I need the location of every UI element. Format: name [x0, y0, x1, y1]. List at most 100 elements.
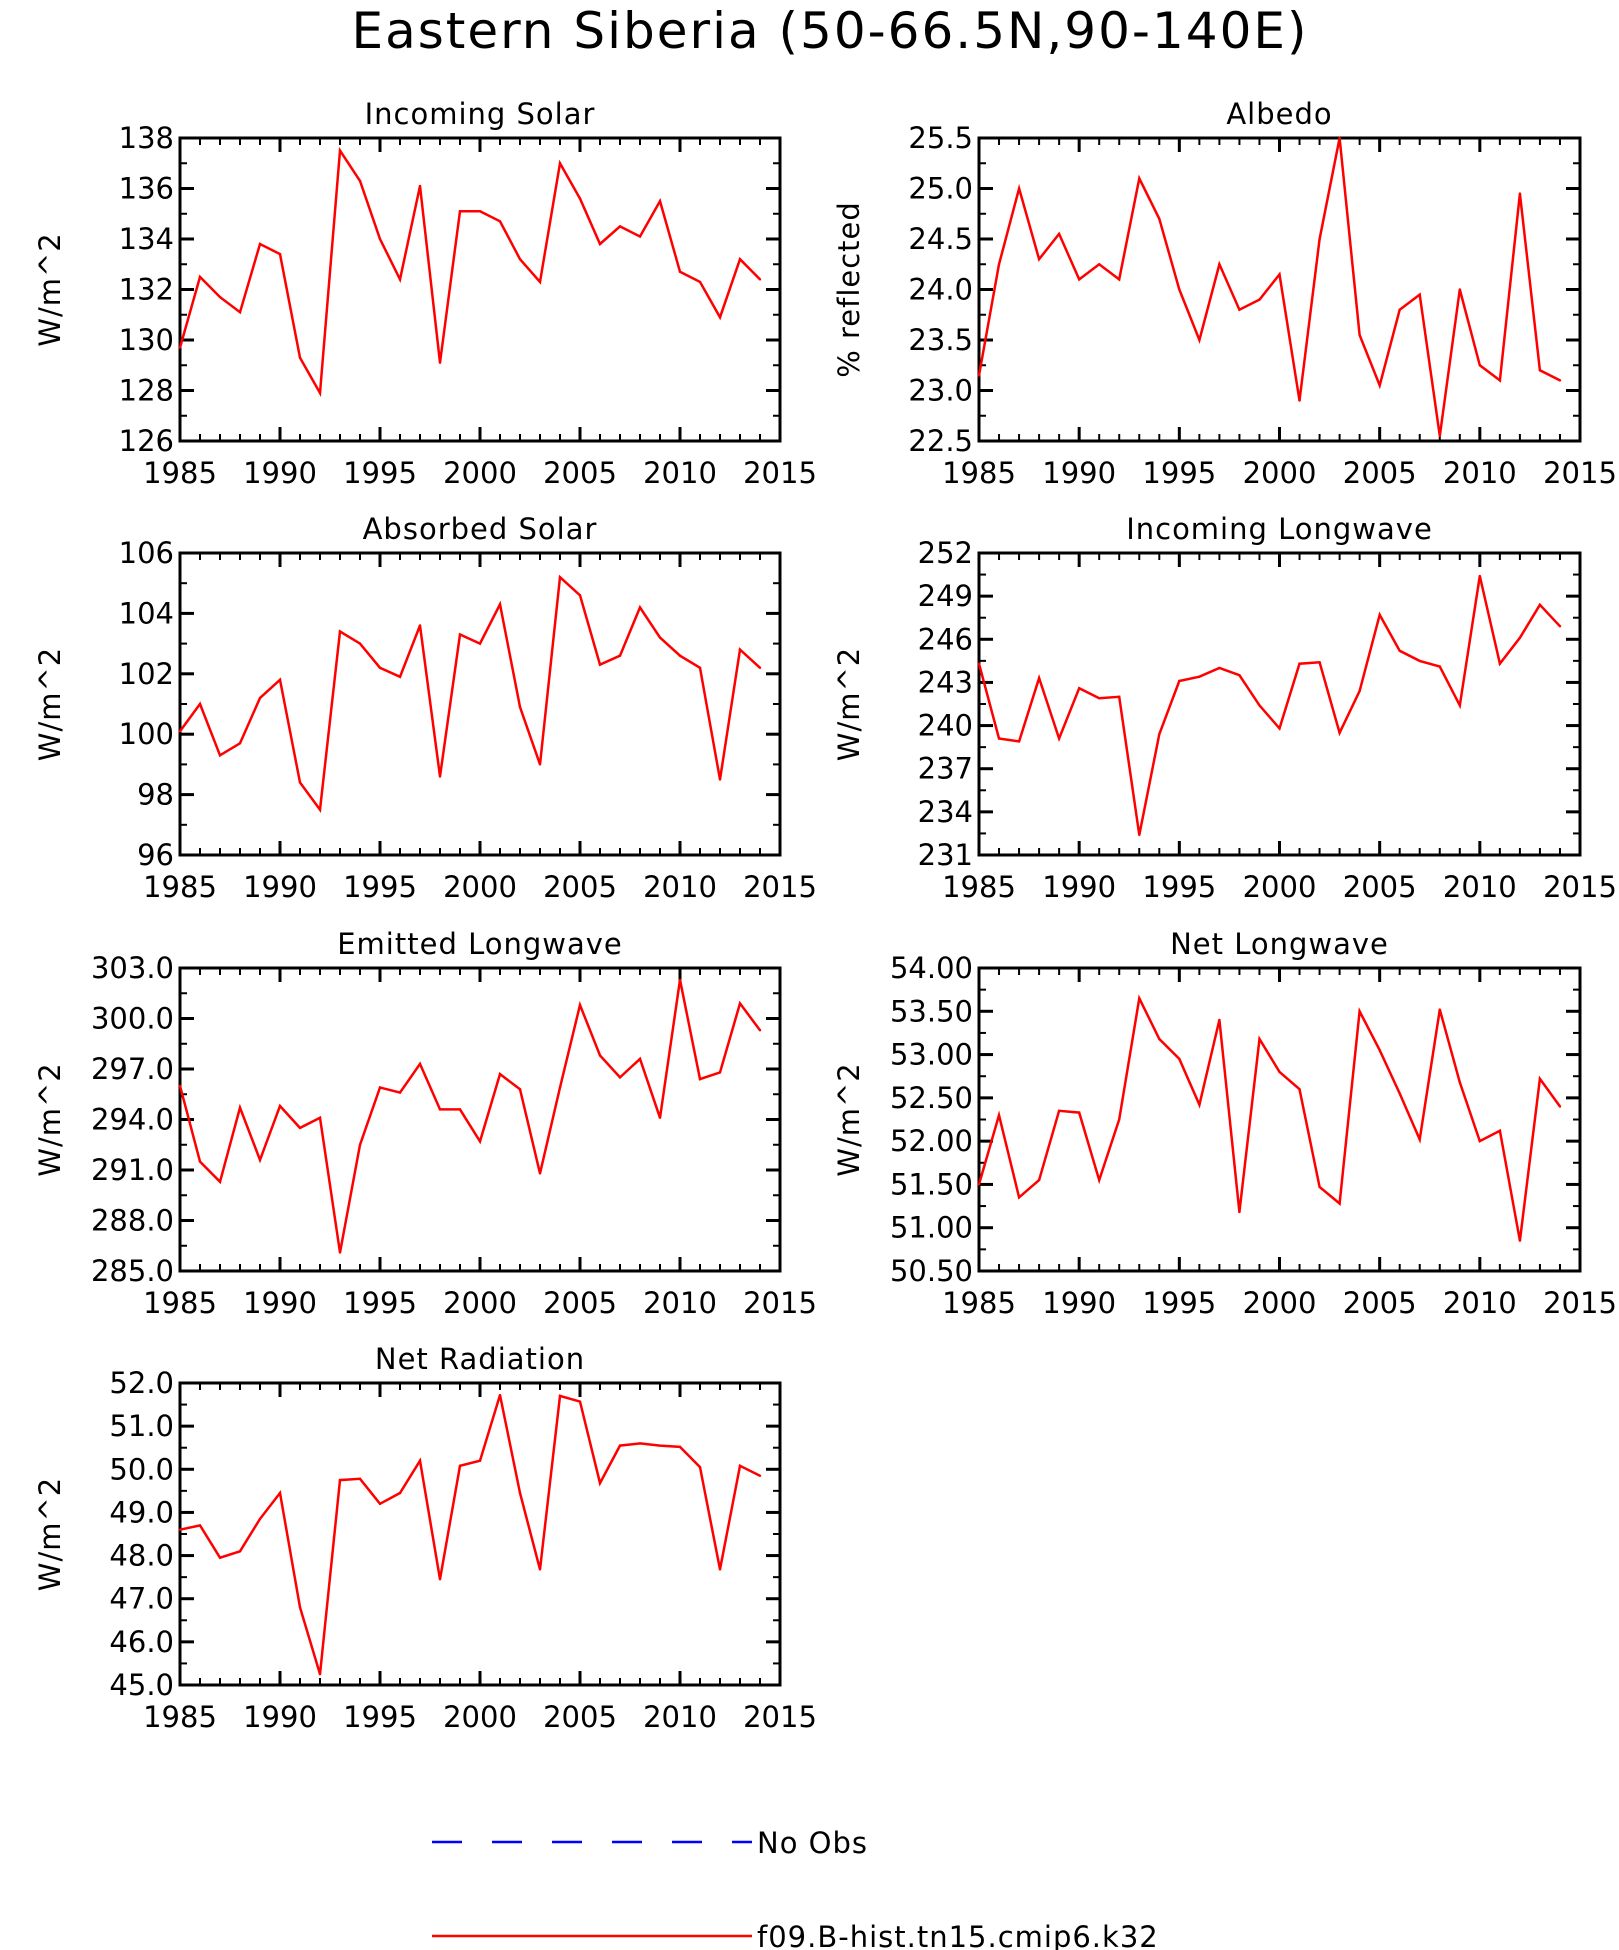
- data-point: [318, 391, 322, 395]
- data-point: [418, 184, 422, 188]
- y-tick-label: 98: [137, 778, 174, 812]
- data-point: [977, 662, 981, 665]
- data-point: [1198, 1103, 1201, 1107]
- data-point: [558, 1086, 562, 1089]
- data-point: [278, 252, 282, 256]
- y-tick-label: 234: [918, 795, 973, 829]
- data-point: [1037, 1178, 1041, 1182]
- y-axis-label: W/m^2: [33, 647, 67, 761]
- data-point: [1418, 293, 1421, 296]
- data-point: [238, 1550, 242, 1553]
- y-tick-label: 46.0: [109, 1625, 174, 1659]
- data-point: [1478, 1139, 1482, 1143]
- x-tick-label: 2010: [643, 456, 717, 490]
- y-tick-label: 22.5: [908, 424, 973, 458]
- y-tick-label: 24.5: [908, 222, 973, 256]
- data-point: [1138, 833, 1141, 837]
- data-point: [1518, 192, 1522, 195]
- data-point: [1318, 237, 1321, 241]
- x-tick-label: 2000: [443, 456, 517, 490]
- data-point: [378, 237, 382, 241]
- y-tick-label: 51.50: [890, 1167, 973, 1201]
- plot-frame: [178, 1381, 782, 1687]
- y-axis-label: W/m^2: [832, 1062, 866, 1176]
- data-point: [1538, 603, 1542, 606]
- data-point: [438, 1108, 442, 1111]
- data-point: [518, 1491, 522, 1495]
- data-point: [1278, 727, 1281, 730]
- data-point: [1178, 679, 1181, 683]
- data-point: [178, 1528, 182, 1531]
- data-point: [1017, 187, 1021, 190]
- data-point: [558, 1394, 562, 1398]
- x-tick-label: 2015: [743, 870, 817, 904]
- data-point: [1037, 258, 1041, 261]
- data-point: [318, 808, 322, 811]
- data-point: [618, 1076, 622, 1079]
- x-tick-label: 1990: [1042, 456, 1116, 490]
- y-tick-label: 45.0: [109, 1668, 174, 1702]
- data-point: [458, 210, 462, 213]
- data-point: [1238, 674, 1241, 677]
- data-point: [718, 316, 722, 319]
- data-point: [1298, 1088, 1301, 1091]
- data-point: [658, 1444, 662, 1447]
- data-point: [538, 1172, 542, 1175]
- data-point: [1498, 662, 1502, 665]
- data-point: [298, 1126, 302, 1130]
- data-point: [1298, 662, 1301, 665]
- y-tick-label: 25.5: [908, 121, 973, 155]
- data-point: [1318, 1185, 1321, 1189]
- data-point: [1318, 661, 1321, 664]
- x-tick-label: 2010: [643, 1286, 717, 1320]
- data-point: [178, 730, 182, 733]
- data-point: [598, 1054, 602, 1057]
- data-point: [1138, 997, 1141, 1000]
- data-point: [238, 742, 242, 745]
- data-point: [1458, 704, 1462, 707]
- y-tick-label: 240: [918, 709, 973, 743]
- data-point: [758, 1029, 762, 1032]
- y-tick-label: 300.0: [91, 1002, 174, 1036]
- plot-frame: [977, 551, 1582, 857]
- data-point: [418, 1459, 422, 1462]
- data-point: [1057, 737, 1061, 740]
- series-line: [178, 979, 762, 1253]
- data-point: [178, 1084, 182, 1088]
- panel-title: Incoming Solar: [365, 97, 596, 131]
- data-point: [1478, 364, 1482, 367]
- series-line: [178, 574, 761, 814]
- y-axis-label: % reflected: [832, 201, 866, 378]
- x-tick-label: 1985: [942, 1286, 1016, 1320]
- data-point: [378, 1502, 382, 1506]
- y-tick-label: 102: [119, 657, 174, 691]
- data-point: [1118, 1118, 1121, 1121]
- data-point: [478, 1459, 482, 1462]
- data-point: [578, 594, 582, 597]
- y-tick-label: 100: [119, 717, 174, 751]
- panel-title: Albedo: [1226, 97, 1332, 131]
- data-point: [498, 603, 502, 606]
- data-point: [298, 1606, 302, 1609]
- data-point: [1017, 740, 1021, 743]
- data-point: [258, 242, 262, 246]
- panel-net-longwave: Net Longwave 1985 1990 1995 2000 2005 2010 2015…: [832, 927, 1617, 1320]
- x-tick-label: 1995: [343, 1700, 417, 1734]
- y-tick-label: 237: [918, 752, 973, 786]
- x-tick-label: 2000: [1243, 870, 1317, 904]
- data-point: [258, 1517, 262, 1521]
- data-point: [1518, 1239, 1522, 1242]
- data-point: [218, 754, 222, 757]
- y-tick-label: 252: [918, 536, 973, 570]
- data-point: [1158, 1037, 1161, 1041]
- x-tick-label: 2015: [743, 1700, 817, 1734]
- data-point: [1158, 733, 1161, 736]
- data-point: [758, 278, 762, 281]
- data-point: [558, 576, 562, 579]
- data-point: [1098, 1178, 1101, 1182]
- data-point: [578, 197, 582, 200]
- data-point: [678, 978, 682, 981]
- data-point: [1398, 1092, 1401, 1095]
- y-axis-label: W/m^2: [832, 647, 866, 761]
- data-point: [518, 1088, 522, 1091]
